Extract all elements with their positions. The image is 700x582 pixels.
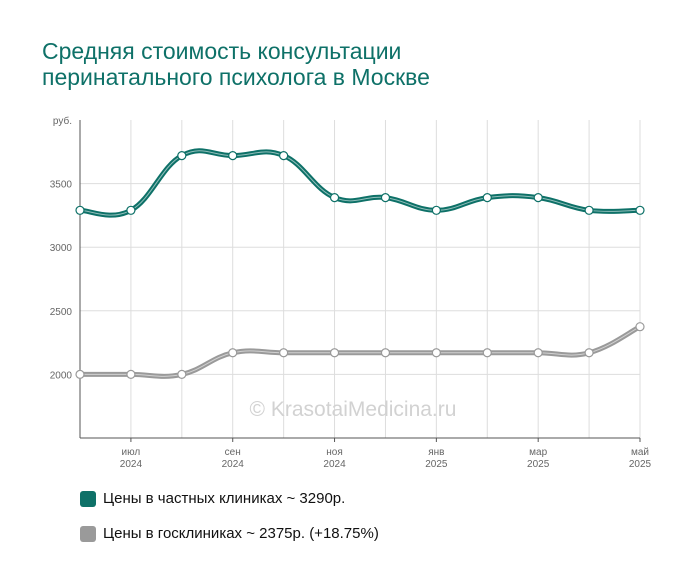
y-tick-label: 3000 xyxy=(50,243,73,254)
x-tick-label-year: 2025 xyxy=(425,459,448,470)
chart-title: Средняя стоимость консультации перинатал… xyxy=(42,38,662,90)
chart-title-line-1: Средняя стоимость консультации xyxy=(42,38,402,64)
data-point-private xyxy=(533,192,543,203)
x-tick-label-month: ноя xyxy=(326,447,343,458)
series-line-highlight-public xyxy=(80,326,641,377)
data-point-public xyxy=(126,369,136,379)
axis-layer: 2000250030003500руб.июл2024сен2024ноя202… xyxy=(50,115,652,470)
chart-title-line-2: перинатального психолога в Москве xyxy=(42,64,430,90)
data-point-public xyxy=(228,348,238,358)
series-layer xyxy=(77,148,643,379)
watermark: © KrasotaiMedicina.ru xyxy=(250,398,457,421)
x-tick-label-month: мар xyxy=(529,447,547,458)
data-point-public xyxy=(380,348,391,358)
x-tick-label-month: янв xyxy=(428,447,444,458)
x-tick-label-month: июл xyxy=(122,447,141,458)
data-point-public xyxy=(75,369,85,379)
x-tick-label-year: 2024 xyxy=(120,459,143,470)
data-point-public xyxy=(584,348,594,358)
series-line-private xyxy=(77,148,643,218)
data-point-private xyxy=(279,151,289,161)
data-point-private xyxy=(228,151,238,161)
data-point-private xyxy=(431,205,441,215)
legend-swatch-public xyxy=(80,525,96,542)
data-point-public xyxy=(482,348,492,358)
data-point-public xyxy=(279,348,289,358)
legend-swatch-private xyxy=(80,490,96,507)
legend-label-private: Цены в частных клиниках ~ 3290р. xyxy=(103,490,346,507)
data-point-private xyxy=(635,205,645,215)
data-point-public xyxy=(177,369,187,379)
data-point-private xyxy=(177,151,187,161)
y-tick-label: 3500 xyxy=(50,180,73,191)
x-tick-label-month: май xyxy=(631,447,649,458)
data-point-private xyxy=(126,205,136,215)
y-tick-label: 2000 xyxy=(50,370,73,381)
x-tick-label-month: сен xyxy=(225,447,241,458)
x-tick-label-year: 2024 xyxy=(323,459,346,470)
x-tick-label-year: 2025 xyxy=(527,459,550,470)
series-line-highlight-private xyxy=(79,150,641,216)
y-tick-label: 2500 xyxy=(50,307,73,318)
y-axis-unit-label: руб. xyxy=(53,115,72,127)
data-point-public xyxy=(533,348,543,358)
data-point-private xyxy=(329,192,340,203)
data-point-public xyxy=(329,348,340,358)
data-point-public xyxy=(635,322,645,332)
grid-layer xyxy=(79,120,641,438)
data-point-private xyxy=(380,192,391,203)
series-line-public xyxy=(77,324,643,379)
x-tick-label-year: 2024 xyxy=(222,459,245,470)
point-layer xyxy=(75,151,645,379)
data-point-private xyxy=(482,192,492,203)
data-point-public xyxy=(431,348,441,358)
legend-label-public: Цены в госклиниках ~ 2375р. (+18.75%) xyxy=(103,525,379,542)
legend-item-private: Цены в частных клиниках ~ 3290р. xyxy=(80,490,345,507)
data-point-private xyxy=(584,205,594,215)
data-point-private xyxy=(75,205,85,215)
legend-item-public: Цены в госклиниках ~ 2375р. (+18.75%) xyxy=(80,525,379,542)
x-tick-label-year: 2025 xyxy=(629,459,652,470)
